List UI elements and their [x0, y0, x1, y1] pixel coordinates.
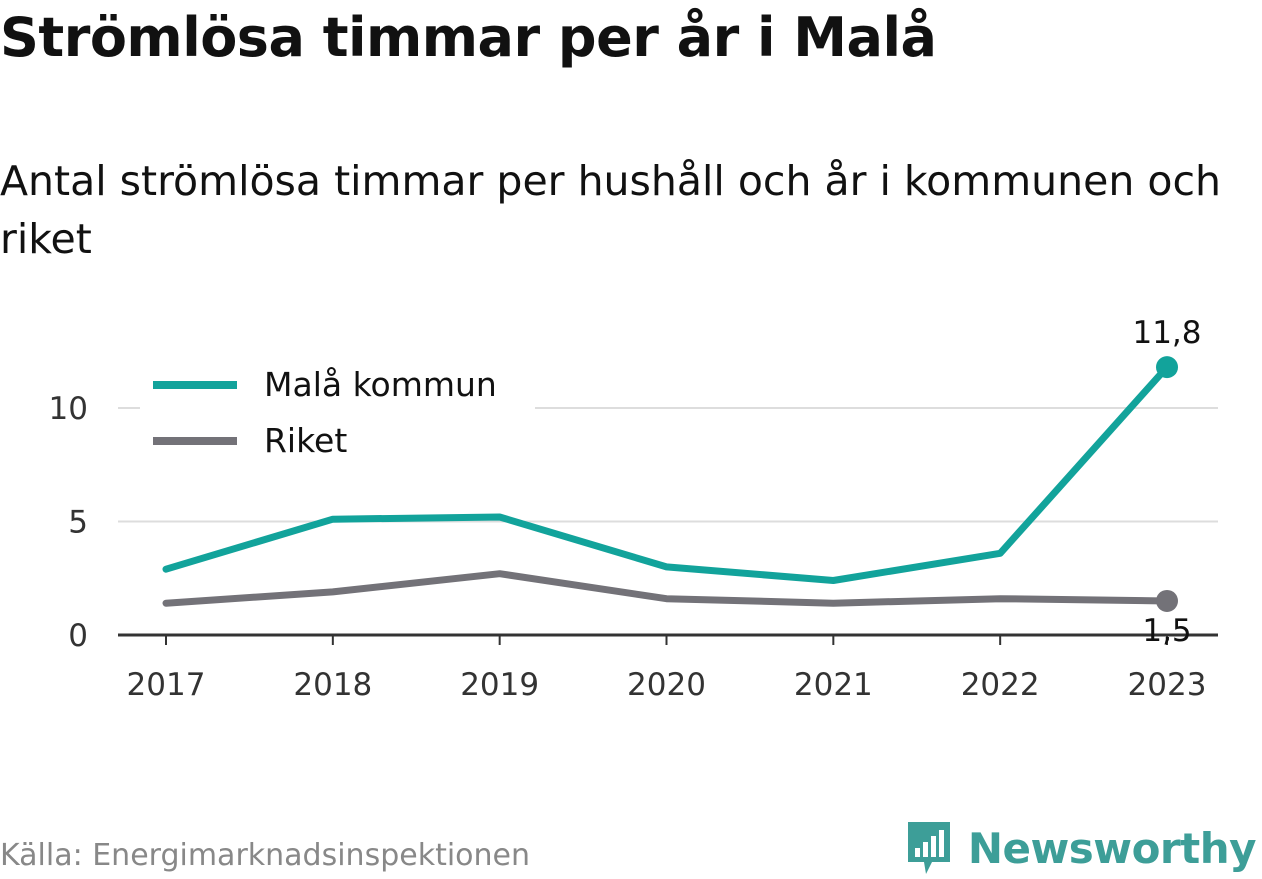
y-tick-label: 10: [49, 391, 88, 427]
x-tick-label: 2018: [293, 667, 372, 703]
x-tick-label: 2017: [127, 667, 206, 703]
x-tick-label: 2021: [794, 667, 873, 703]
end-value-label: 1,5: [1142, 613, 1191, 649]
chart-subtitle: Antal strömlösa timmar per hushåll och å…: [0, 157, 1221, 263]
newsworthy-logo-icon: [907, 822, 950, 874]
series-end-point: [1156, 589, 1178, 612]
x-tick-label: 2022: [961, 667, 1040, 703]
legend-label: Riket: [264, 421, 347, 460]
legend-label: Malå kommun: [264, 365, 497, 404]
x-tick-label: 2019: [460, 667, 539, 703]
chart-title: Strömlösa timmar per år i Malå: [0, 6, 937, 69]
y-tick-label: 0: [68, 618, 88, 654]
brand-logo: Newsworthy: [904, 818, 1257, 878]
y-tick-label: 5: [68, 505, 88, 541]
source-note: Källa: Energimarknadsinspektionen: [0, 838, 531, 873]
series-end-point: [1156, 356, 1178, 379]
end-value-label: 11,8: [1132, 315, 1201, 351]
legend-background: [140, 352, 535, 467]
brand-name: Newsworthy: [967, 823, 1257, 873]
x-tick-label: 2020: [627, 667, 706, 703]
series-line: [162, 570, 1171, 607]
x-tick-label: 2023: [1128, 667, 1207, 703]
